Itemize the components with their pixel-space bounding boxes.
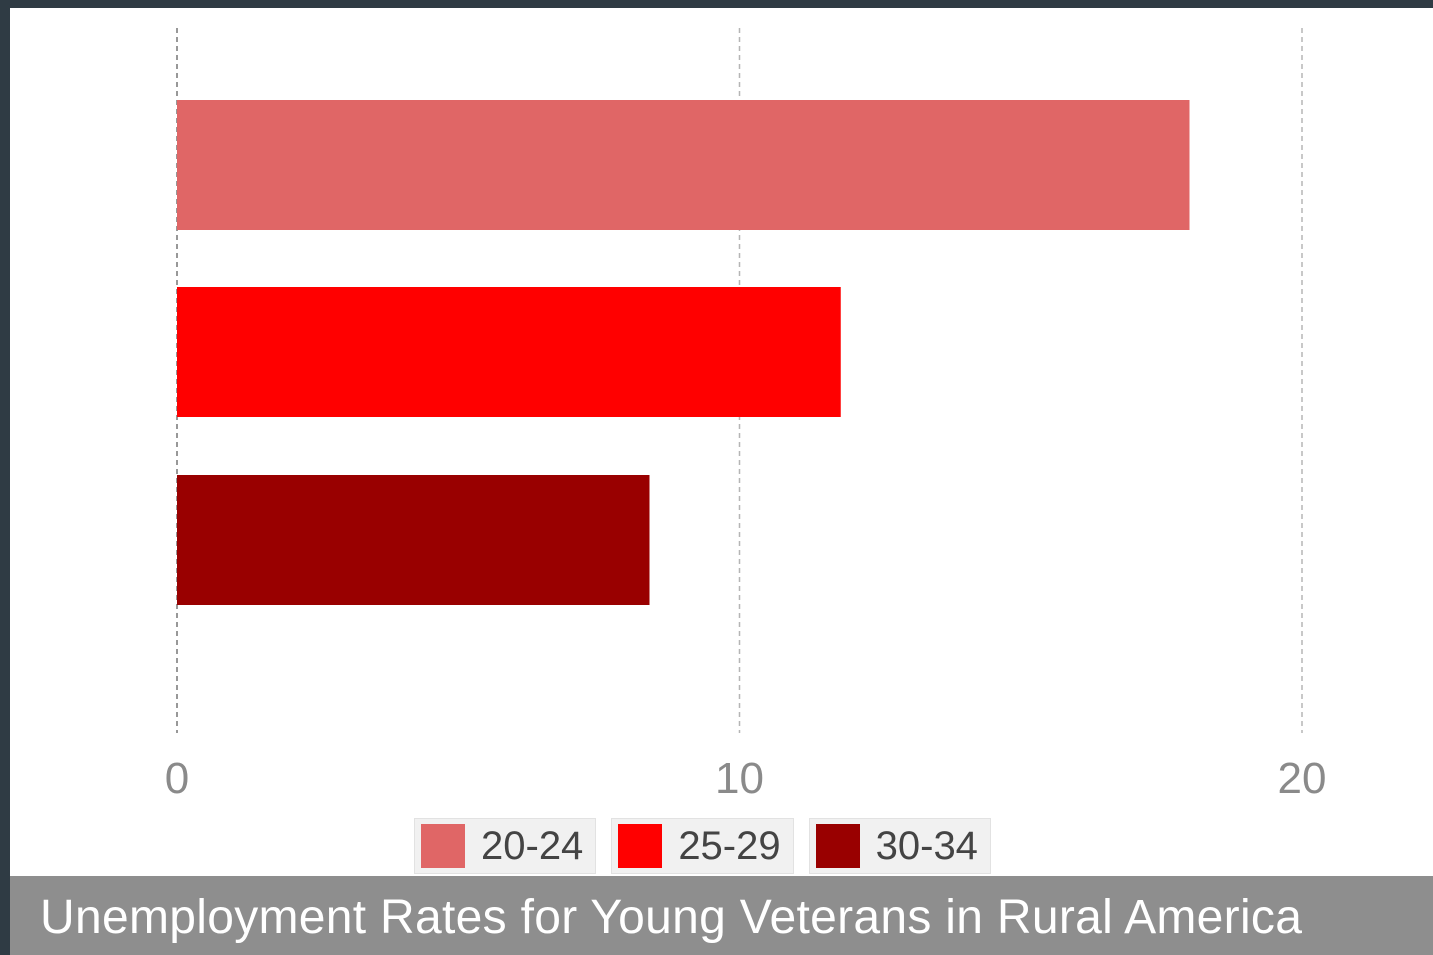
bar-chart: 0 10 20: [165, 28, 1327, 803]
bar-25-29[interactable]: [177, 287, 841, 417]
legend: 20-24 25-29 30-34: [414, 818, 991, 874]
legend-label-25-29: 25-29: [678, 824, 781, 868]
legend-label-20-24: 20-24: [481, 824, 584, 868]
x-axis-ticks: 0 10 20: [165, 754, 1327, 803]
x-tick-label-20: 20: [1278, 754, 1327, 803]
chart-panel: 0 10 20 20-24 25-29 30-34 Unemployment Rat…: [10, 8, 1433, 955]
legend-label-30-34: 30-34: [875, 824, 978, 868]
legend-swatch-30-34: [815, 824, 860, 868]
caption-bar: Unemployment Rates for Young Veterans in…: [10, 876, 1433, 955]
bar-20-24[interactable]: [177, 100, 1190, 230]
x-tick-label-0: 0: [165, 754, 189, 803]
legend-item-30-34[interactable]: 30-34: [808, 818, 991, 874]
legend-swatch-20-24: [421, 824, 465, 868]
x-tick-label-10: 10: [715, 754, 764, 803]
bars: [177, 100, 1190, 605]
chart-title: Unemployment Rates for Young Veterans in…: [40, 891, 1303, 944]
legend-item-20-24[interactable]: 20-24: [414, 818, 597, 874]
bar-30-34[interactable]: [177, 475, 650, 605]
legend-swatch-25-29: [618, 824, 663, 868]
legend-item-25-29[interactable]: 25-29: [611, 818, 794, 874]
